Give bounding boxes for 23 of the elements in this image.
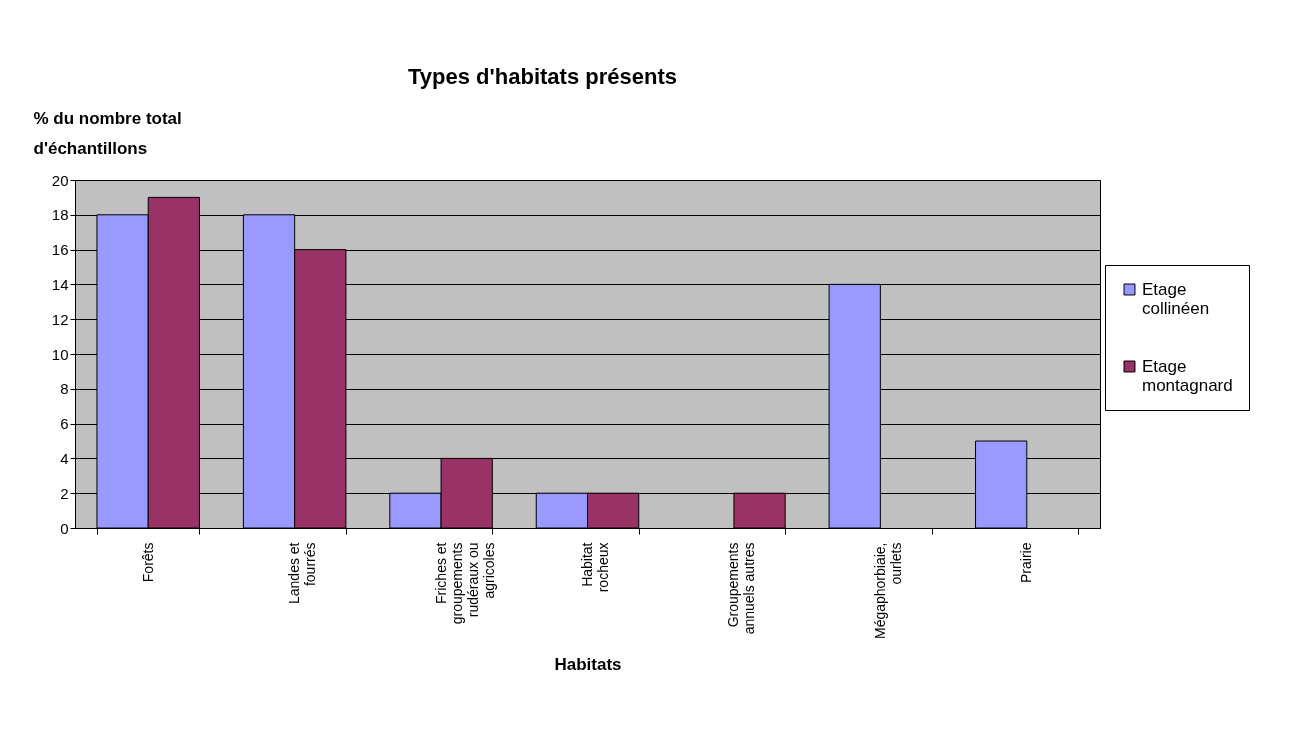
y-tick-label: 4	[60, 449, 69, 467]
y-tick-label: 12	[51, 310, 69, 328]
y-tick-label: 8	[60, 380, 69, 398]
x-tick-label: Groupements annuels autres	[725, 542, 758, 635]
x-tick-label: Habitat rocheux	[579, 542, 611, 593]
y-tick-label: 20	[51, 171, 69, 189]
x-tick-label: Landes et fourrés	[286, 542, 319, 604]
y-tick-label: 14	[51, 275, 69, 293]
x-axis-title: Habitats	[554, 655, 622, 675]
legend-label: Etage montagnard	[1142, 356, 1233, 395]
y-tick-label: 18	[51, 206, 69, 224]
legend-label: Etage collinéen	[1142, 279, 1210, 318]
y-axis-title: % du nombre total d'échantillons	[33, 108, 182, 158]
y-tick-label: 0	[60, 519, 69, 537]
y-tick-label: 2	[60, 484, 69, 502]
x-tick-label: Forêts	[139, 542, 156, 583]
x-tick-label: Mégaphorbiaie, ourlets	[871, 542, 904, 640]
y-tick-label: 10	[51, 345, 69, 363]
y-tick-label: 6	[60, 415, 69, 433]
x-tick-label: Friches et groupements rudéraux ou agricoles	[432, 542, 497, 625]
x-tick-label: Prairie	[1018, 542, 1035, 583]
y-tick-label: 16	[51, 241, 69, 259]
chart-title: Types d'habitats présents	[408, 64, 677, 89]
